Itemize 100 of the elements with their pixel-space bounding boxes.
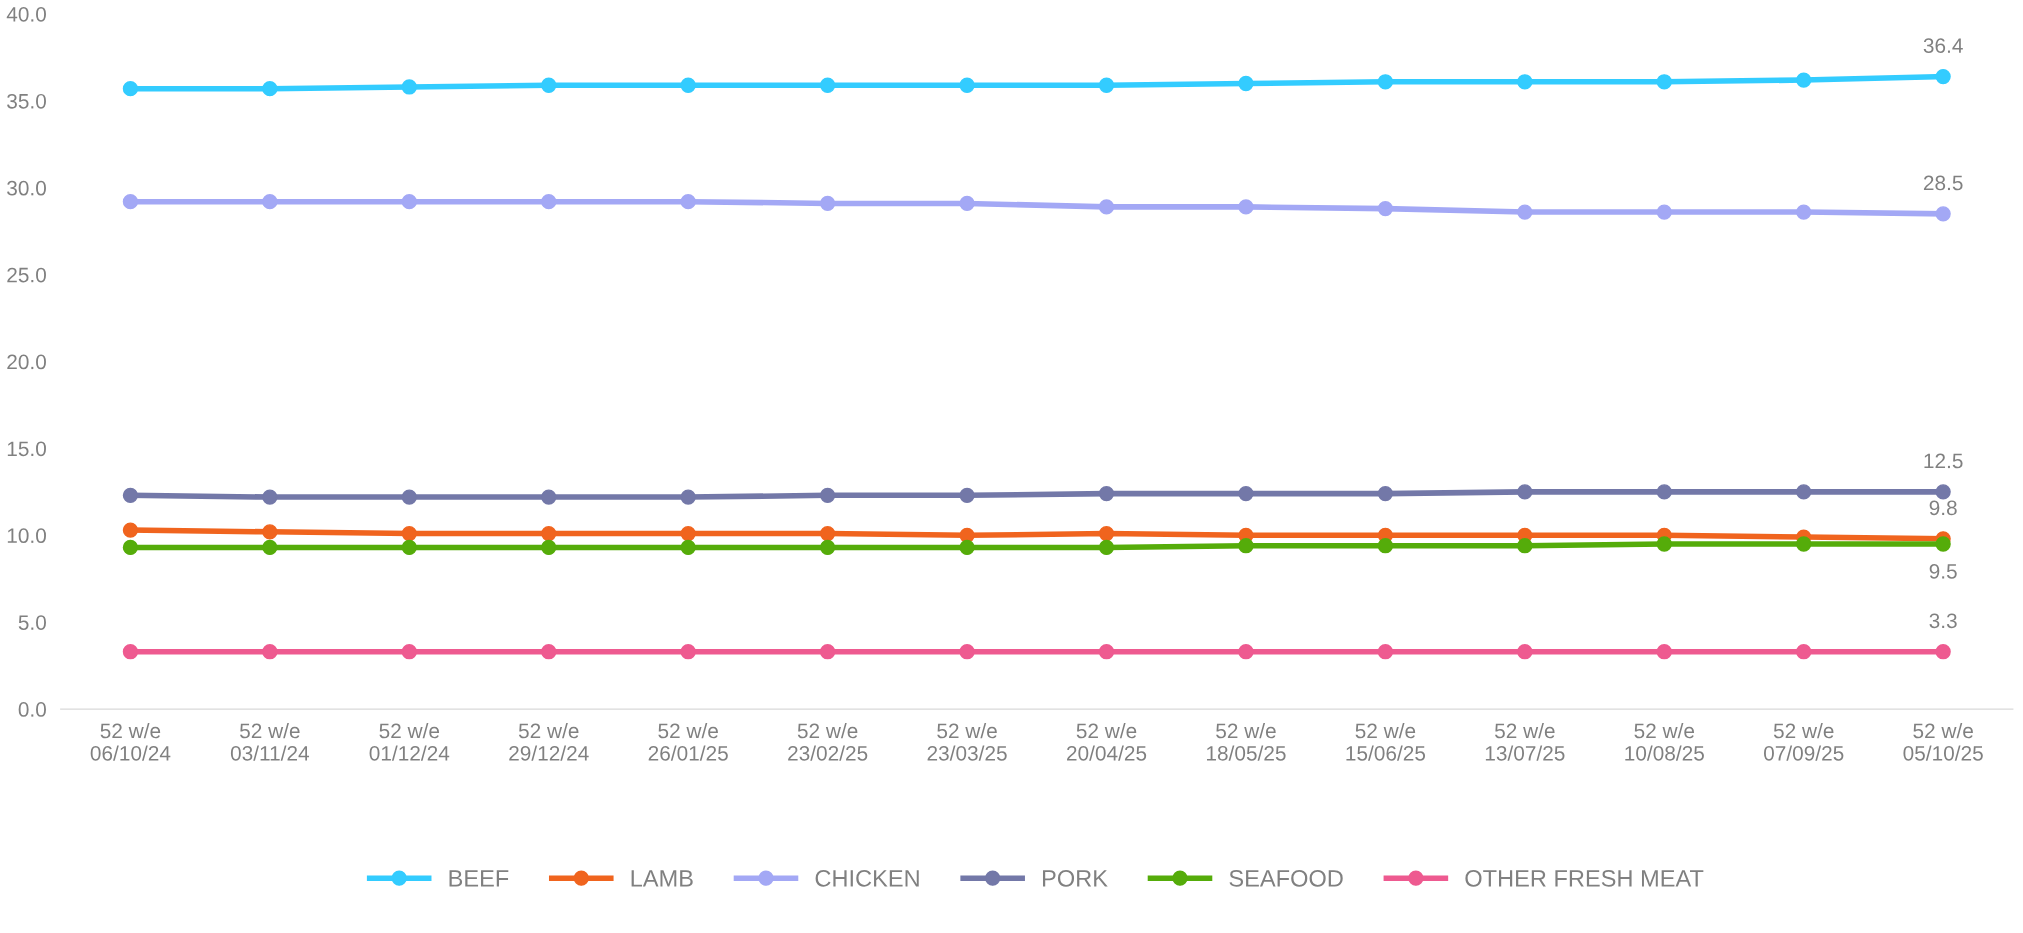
point bbox=[262, 524, 278, 540]
y-tick-label: 30.0 bbox=[7, 180, 46, 196]
y-tick-label: 0.0 bbox=[18, 702, 46, 717]
x-tick-label: 52 w/e 26/01/25 bbox=[648, 722, 728, 761]
point bbox=[1517, 204, 1533, 220]
x-tick-label: 52 w/e 15/06/25 bbox=[1346, 722, 1426, 761]
point bbox=[1656, 484, 1672, 500]
point bbox=[541, 539, 557, 556]
point bbox=[1377, 644, 1394, 660]
point bbox=[680, 525, 696, 542]
point bbox=[401, 79, 417, 95]
point bbox=[680, 644, 696, 660]
point bbox=[1238, 644, 1254, 660]
point bbox=[1238, 538, 1254, 554]
point bbox=[541, 644, 557, 660]
legend-label: CHICKEN bbox=[815, 869, 919, 887]
x-tick-label: 52 w/e 06/10/24 bbox=[90, 722, 171, 761]
point bbox=[959, 487, 975, 503]
y-tick-label: 20.0 bbox=[7, 354, 46, 370]
point bbox=[541, 489, 557, 505]
point bbox=[1377, 485, 1394, 502]
point bbox=[819, 644, 836, 660]
point bbox=[122, 522, 139, 538]
y-tick-label: 15.0 bbox=[7, 441, 46, 457]
legend-label: BEEF bbox=[449, 870, 509, 887]
point bbox=[1098, 77, 1115, 93]
point bbox=[401, 489, 417, 505]
point bbox=[122, 194, 139, 210]
x-tick-label: 52 w/e 20/04/25 bbox=[1067, 722, 1147, 761]
point bbox=[819, 487, 836, 503]
point bbox=[1238, 199, 1254, 215]
point bbox=[541, 77, 557, 93]
point bbox=[1517, 484, 1533, 500]
point bbox=[262, 194, 278, 210]
point bbox=[1098, 525, 1115, 542]
y-tick-label: 35.0 bbox=[7, 93, 46, 109]
data-label: 36.4 bbox=[1923, 38, 1963, 53]
data-label: 28.5 bbox=[1923, 175, 1963, 191]
point bbox=[1935, 206, 1951, 222]
point bbox=[401, 539, 417, 556]
point bbox=[1796, 644, 1812, 660]
point bbox=[1517, 74, 1533, 90]
point bbox=[819, 77, 836, 93]
point bbox=[959, 539, 975, 556]
x-tick-label: 52 w/e 07/09/25 bbox=[1763, 722, 1844, 761]
point bbox=[680, 539, 696, 556]
x-tick-label: 52 w/e 18/05/25 bbox=[1207, 722, 1286, 761]
point bbox=[262, 489, 278, 505]
point bbox=[1796, 72, 1812, 88]
point bbox=[1517, 538, 1533, 554]
point bbox=[262, 539, 278, 556]
point bbox=[1656, 644, 1672, 660]
point bbox=[959, 77, 975, 93]
data-label: 3.3 bbox=[1929, 613, 1957, 629]
y-tick-label: 5.0 bbox=[18, 615, 46, 630]
y-tick-label: 40.0 bbox=[6, 7, 46, 22]
point bbox=[541, 194, 557, 210]
data-label: 12.5 bbox=[1924, 453, 1963, 469]
point bbox=[680, 77, 696, 93]
x-tick-label: 52 w/e 01/12/24 bbox=[369, 722, 450, 761]
point bbox=[1935, 644, 1951, 660]
point bbox=[1377, 538, 1394, 554]
point bbox=[122, 81, 139, 97]
point bbox=[680, 489, 696, 505]
point bbox=[1935, 484, 1951, 500]
y-tick-label: 10.0 bbox=[7, 528, 46, 544]
point bbox=[1098, 485, 1115, 502]
point bbox=[122, 487, 139, 503]
point bbox=[541, 525, 557, 542]
point bbox=[1796, 484, 1812, 500]
point bbox=[819, 195, 836, 212]
point bbox=[1796, 536, 1812, 552]
x-tick-label: 52 w/e 03/11/24 bbox=[230, 722, 310, 761]
point bbox=[1098, 199, 1115, 215]
point bbox=[401, 194, 417, 210]
x-tick-label: 52 w/e 13/07/25 bbox=[1485, 722, 1565, 761]
x-tick-label: 52 w/e 29/12/24 bbox=[509, 722, 589, 761]
point bbox=[959, 644, 975, 660]
point bbox=[959, 195, 975, 212]
legend-label: LAMB bbox=[631, 870, 693, 887]
point bbox=[401, 525, 417, 542]
point bbox=[122, 539, 139, 556]
point bbox=[1377, 74, 1394, 90]
legend-label: PORK bbox=[1043, 869, 1108, 887]
point bbox=[680, 194, 696, 210]
point bbox=[1238, 75, 1254, 92]
x-tick-label: 52 w/e 23/03/25 bbox=[927, 722, 1007, 761]
y-tick-label: 25.0 bbox=[7, 267, 46, 283]
data-label: 9.5 bbox=[1929, 563, 1957, 579]
x-tick-label: 52 w/e 05/10/25 bbox=[1903, 722, 1983, 761]
point bbox=[1656, 204, 1672, 220]
point bbox=[1098, 539, 1115, 556]
x-tick-label: 52 w/e 10/08/25 bbox=[1625, 722, 1704, 761]
legend-label: SEAFOOD bbox=[1229, 869, 1343, 887]
point bbox=[1238, 485, 1254, 502]
data-label: 9.8 bbox=[1929, 500, 1957, 516]
x-tick-label: 52 w/e 23/02/25 bbox=[788, 722, 868, 761]
point bbox=[1796, 204, 1812, 220]
legend-label: OTHER FRESH MEAT bbox=[1465, 869, 1704, 887]
point bbox=[262, 81, 278, 97]
